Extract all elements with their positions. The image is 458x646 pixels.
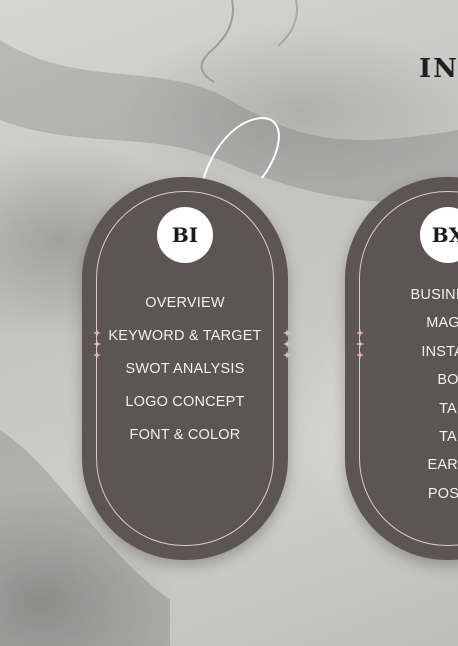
- sparkle-icon: [283, 340, 291, 348]
- sparkle-icon-group-left: [356, 329, 366, 359]
- menu-item-font-color: FONT & COLOR: [129, 427, 241, 443]
- sparkle-icon: [356, 340, 364, 348]
- menu-item: EARR: [427, 457, 458, 474]
- menu-item: TA: [439, 428, 457, 445]
- sparkle-icon: [283, 329, 291, 337]
- menu-item-overview: OVERVIEW: [145, 295, 225, 311]
- sparkle-icon-group-right: [283, 329, 293, 359]
- menu-item: INSTAR: [421, 343, 458, 360]
- sparkle-icon: [93, 329, 101, 337]
- hang-tag-bi: BI OVERVIEW KEYWORD & TARGET SWOT ANALYS…: [82, 177, 291, 560]
- sparkle-icon: [356, 351, 364, 359]
- index-title: INDEX: [419, 54, 458, 84]
- sparkle-icon: [283, 351, 291, 359]
- tag-border: [96, 191, 274, 546]
- menu-item: BO: [437, 372, 458, 389]
- menu-item-swot-analysis: SWOT ANALYSIS: [125, 361, 245, 377]
- tag-menu: OVERVIEW KEYWORD & TARGET SWOT ANALYSIS …: [82, 295, 288, 460]
- menu-item-keyword-target: KEYWORD & TARGET: [108, 328, 262, 344]
- menu-item-logo-concept: LOGO CONCEPT: [125, 394, 245, 410]
- tag-badge: BX: [420, 207, 458, 263]
- menu-item: BUSINESS: [410, 287, 458, 303]
- sparkle-icon-group-left: [93, 329, 103, 359]
- sparkle-icon: [93, 340, 101, 348]
- menu-item: TA: [439, 400, 457, 417]
- hang-tag-bx: BX BUSINESS MAGA INSTAR BO TA TA EARR PO…: [345, 177, 458, 560]
- menu-item: POST: [427, 485, 458, 502]
- menu-item: MAGA: [426, 315, 458, 332]
- tag-badge: BI: [157, 207, 213, 263]
- tag-menu: BUSINESS MAGA INSTAR BO TA TA EARR POST: [345, 287, 458, 514]
- sparkle-icon: [356, 329, 364, 337]
- sparkle-icon: [93, 351, 101, 359]
